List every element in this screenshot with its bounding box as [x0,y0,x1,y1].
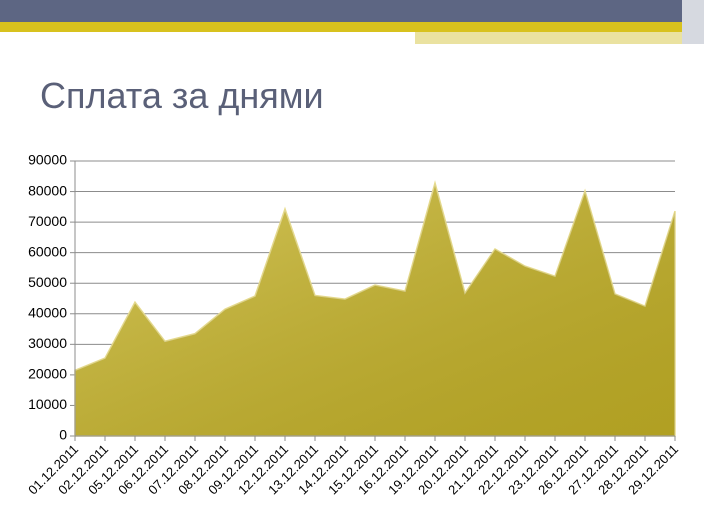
y-tick-label: 10000 [28,396,67,412]
header-band [0,0,704,22]
header-stripe [0,22,704,32]
y-tick-label: 20000 [28,366,67,382]
y-tick-label: 60000 [28,243,67,259]
y-tick-label: 80000 [28,182,67,198]
y-tick-label: 30000 [28,335,67,351]
y-tick-label: 40000 [28,304,67,320]
header-accent [415,32,704,44]
plot: 0 10000 20000 30000 40000 50000 60000 70000 8000… [25,152,681,498]
corner-accent [682,0,704,44]
y-tick-label: 90000 [28,152,67,168]
chart-title: Сплата за днями [40,75,324,116]
y-tick-label: 70000 [28,213,67,229]
area-sheen [75,183,675,436]
y-tick-label: 0 [59,427,67,443]
y-tick-label: 50000 [28,274,67,290]
